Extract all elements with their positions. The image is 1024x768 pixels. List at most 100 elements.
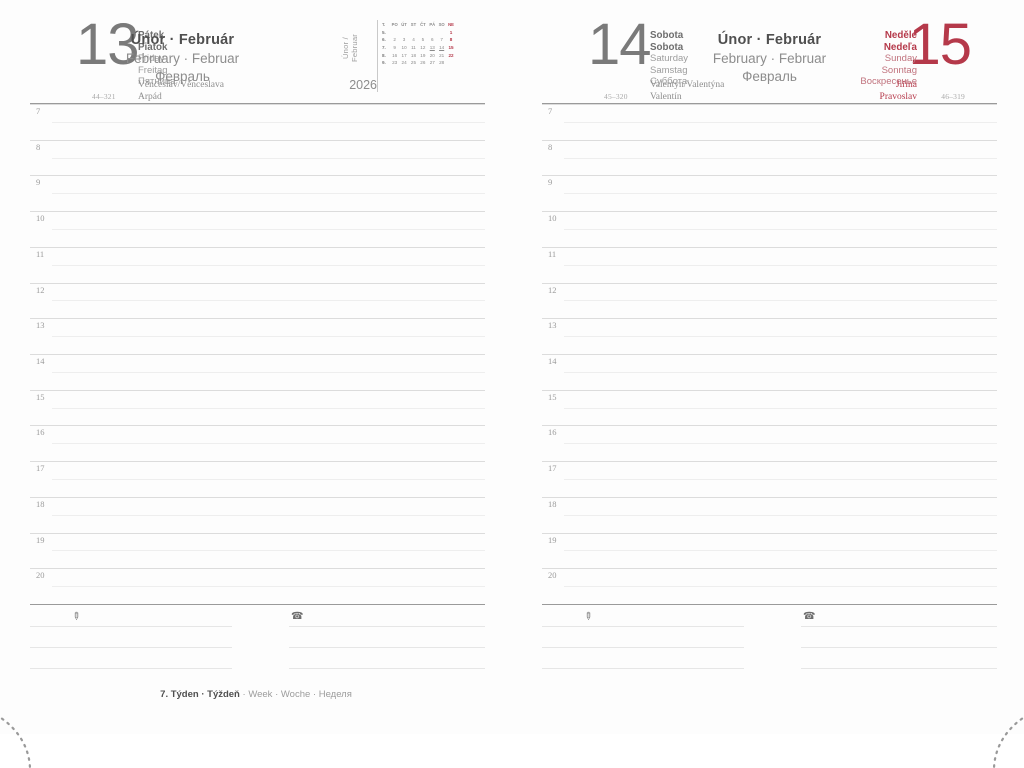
- hour-line: [30, 425, 485, 427]
- hour-line: [30, 104, 485, 105]
- notes-line: [289, 626, 485, 627]
- notes-area-left[interactable]: ✎ ☎: [30, 604, 485, 686]
- hour-row[interactable]: 17: [30, 461, 485, 497]
- half-hour-line: [542, 478, 997, 480]
- hour-row[interactable]: 9: [30, 175, 485, 211]
- mini-calendar[interactable]: T. PO ÚT ST ČT PÁ SO NE 5. 1 6. 2 3 4 5 6 7 8 7. 9 10 11 12 13 1…: [382, 21, 456, 67]
- hour-label: 20: [548, 570, 557, 581]
- mini-day-cell[interactable]: 5: [421, 37, 425, 43]
- notes-line: [30, 647, 232, 648]
- mini-day-cell[interactable]: 8: [449, 37, 453, 43]
- hour-row[interactable]: 17: [542, 461, 997, 497]
- month-ru: Февраль: [742, 68, 797, 84]
- hour-row[interactable]: 10: [30, 211, 485, 247]
- line-indent-mask: [542, 407, 564, 409]
- hour-row[interactable]: 16: [542, 425, 997, 461]
- footer-week-left: 7. Týden · Týždeň · Week · Woche · Недел…: [0, 689, 512, 700]
- mini-day-cell[interactable]: 1: [449, 29, 453, 35]
- hour-row[interactable]: 18: [30, 496, 485, 533]
- mini-day-cell[interactable]: 26: [420, 60, 426, 66]
- hour-row[interactable]: 18: [542, 496, 997, 533]
- mini-day-cell[interactable]: 6: [430, 37, 434, 43]
- hour-label: 15: [548, 391, 557, 402]
- hour-row[interactable]: 19: [30, 532, 485, 569]
- mini-day-cell[interactable]: 16: [392, 52, 398, 58]
- hour-row[interactable]: 14: [542, 354, 997, 390]
- notes-top-rule: [30, 604, 485, 605]
- pencil-icon: ✎: [68, 609, 83, 624]
- hour-row[interactable]: 20: [542, 568, 997, 604]
- hour-label: 8: [36, 141, 41, 152]
- mini-day-cell[interactable]: 17: [401, 52, 407, 58]
- mini-day-cell[interactable]: 15: [448, 45, 454, 51]
- hour-row[interactable]: 8: [542, 139, 997, 176]
- hour-row[interactable]: 11: [542, 246, 997, 283]
- hour-row[interactable]: 13: [30, 318, 485, 354]
- hour-row[interactable]: 20: [30, 568, 485, 604]
- hour-row[interactable]: 19: [542, 532, 997, 569]
- mini-day-cell[interactable]: 23: [392, 60, 398, 66]
- hour-row[interactable]: 10: [542, 211, 997, 247]
- telephone-icon: ☎: [803, 611, 816, 622]
- mini-week-number: 5.: [382, 29, 386, 35]
- notes-area-right[interactable]: ✎ ☎: [542, 604, 997, 686]
- line-indent-mask: [542, 550, 564, 552]
- hour-row[interactable]: 14: [30, 354, 485, 390]
- hour-label: 14: [548, 356, 557, 367]
- hour-grid-left[interactable]: 7 8 9 10 11 12 13 14 15 16 17 18 19 20: [30, 104, 485, 604]
- mini-day-cell[interactable]: 3: [402, 37, 406, 43]
- mini-day-cell[interactable]: 4: [412, 37, 415, 43]
- notes-line: [30, 668, 232, 669]
- mini-day-cell[interactable]: 14: [439, 45, 445, 51]
- line-indent-mask: [542, 514, 564, 516]
- hour-row[interactable]: 7: [30, 104, 485, 140]
- hour-row[interactable]: 9: [542, 175, 997, 211]
- name-day-secondary: Valentín: [650, 91, 682, 102]
- mini-day-cell[interactable]: 25: [410, 60, 417, 66]
- hour-row[interactable]: 16: [30, 425, 485, 461]
- notes-line: [289, 647, 485, 648]
- hour-label: 13: [548, 320, 557, 331]
- mini-day-cell[interactable]: 13: [429, 45, 435, 51]
- weekday-ru: Воскресенье: [860, 76, 917, 88]
- mini-week-row: 9. 23 24 25 26 27 28: [382, 59, 456, 67]
- mini-day-cell[interactable]: 10: [401, 45, 407, 51]
- mini-day-cell[interactable]: 20: [429, 52, 435, 58]
- mini-day-cell[interactable]: 18: [410, 52, 417, 58]
- mini-day-cell[interactable]: 9: [393, 45, 396, 51]
- mini-calendar-block: Únor / Februar 2026 T. PO ÚT ST ČT PÁ SO NE 5. 1 6…: [341, 20, 463, 100]
- hour-line: [30, 282, 485, 284]
- mini-day-cell[interactable]: 12: [420, 45, 426, 51]
- name-days-13: Věnceslav/Věnceslava Arpád: [138, 80, 224, 103]
- hour-row[interactable]: 13: [542, 318, 997, 354]
- hour-row[interactable]: 12: [30, 282, 485, 319]
- line-indent-mask: [542, 336, 564, 338]
- mini-day-empty: [437, 29, 446, 37]
- notes-line: [801, 668, 997, 669]
- weekday-names-15: Neděle Nedeľa Sunday Sonntag Воскресенье: [860, 30, 917, 88]
- weekday-names-13: Pátek Piatok Friday Freitag Пятница: [138, 30, 176, 88]
- mini-day-cell[interactable]: 2: [393, 37, 396, 43]
- hour-grid-right[interactable]: 7 8 9 10 11 12 13 14 15 16 17 18 19 20: [542, 104, 997, 604]
- hour-row[interactable]: 12: [542, 282, 997, 319]
- footer-week-rest: · Week · Woche · Неделя: [239, 689, 352, 700]
- half-hour-line: [30, 193, 485, 195]
- mini-day-cell[interactable]: 27: [429, 60, 435, 66]
- mini-day-cell[interactable]: 21: [439, 52, 445, 58]
- mini-day-cell[interactable]: 22: [448, 52, 454, 58]
- mini-day-cell[interactable]: 11: [411, 45, 416, 51]
- mini-day-cell[interactable]: 7: [440, 37, 443, 43]
- mini-day-cell[interactable]: 19: [420, 52, 426, 58]
- hour-row[interactable]: 11: [30, 246, 485, 283]
- hour-row[interactable]: 8: [30, 139, 485, 176]
- name-day-primary: Valentýn/Valentýna: [650, 80, 725, 90]
- name-day-primary: Jiřina: [895, 80, 917, 90]
- mini-day-cell[interactable]: 28: [439, 60, 445, 66]
- mini-day-cell[interactable]: 24: [401, 60, 407, 66]
- hour-row[interactable]: 15: [30, 389, 485, 426]
- hour-row[interactable]: 7: [542, 104, 997, 140]
- half-hour-line: [30, 550, 485, 552]
- weekday-cs: Pátek: [138, 30, 165, 41]
- hour-row[interactable]: 15: [542, 389, 997, 426]
- name-days-15: Jiřina Pravoslav: [880, 80, 917, 103]
